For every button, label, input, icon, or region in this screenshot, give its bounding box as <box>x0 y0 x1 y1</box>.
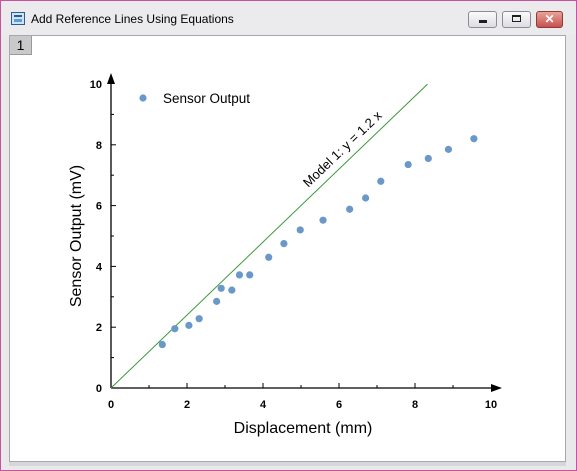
y-tick-label: 10 <box>90 79 102 91</box>
data-point <box>280 240 288 248</box>
legend-label: Sensor Output <box>163 91 250 106</box>
x-tick-label: 4 <box>260 399 267 411</box>
data-point <box>228 286 236 294</box>
y-axis-title: Sensor Output (mV) <box>68 165 85 307</box>
graph-page[interactable]: 1 0 2 4 6 8 10 0 2 4 6 8 10 Displacement (mm) Sensor … <box>9 35 566 462</box>
data-point <box>265 253 273 261</box>
window-title: Add Reference Lines Using Equations <box>31 12 234 26</box>
title-bar[interactable]: Add Reference Lines Using Equations ✕ <box>1 1 576 35</box>
close-button[interactable]: ✕ <box>536 11 563 28</box>
y-tick-label: 4 <box>96 261 103 273</box>
minimize-icon <box>479 20 487 23</box>
data-point <box>424 154 432 163</box>
data-point <box>158 340 166 349</box>
maximize-button[interactable] <box>502 11 531 28</box>
data-point <box>171 325 179 333</box>
x-axis-title: Displacement (mm) <box>234 420 373 437</box>
maximize-icon <box>512 15 521 22</box>
window-bottom-strip <box>9 462 566 466</box>
data-point <box>217 284 225 292</box>
y-tick-label: 0 <box>96 383 102 395</box>
x-tick-label: 10 <box>485 399 497 411</box>
y-tick-label: 6 <box>96 201 102 213</box>
data-point <box>346 205 354 213</box>
reference-line <box>110 83 428 389</box>
x-tick-label: 2 <box>184 399 190 411</box>
minimize-button[interactable] <box>468 11 497 28</box>
x-tick-label: 8 <box>412 399 418 411</box>
graph-window-icon <box>11 12 25 25</box>
data-point <box>377 177 385 185</box>
close-icon: ✕ <box>544 12 555 26</box>
data-point <box>213 297 221 305</box>
y-tick-label: 8 <box>96 140 102 152</box>
data-point <box>362 194 370 202</box>
data-point <box>246 271 254 279</box>
data-point <box>319 216 327 224</box>
x-axis-arrow <box>491 384 502 392</box>
scatter-chart: 0 2 4 6 8 10 0 2 4 6 8 10 Displacement (mm) Sensor Ou… <box>68 73 502 437</box>
data-point <box>296 226 304 234</box>
y-axis-arrow <box>107 73 115 84</box>
data-point <box>195 315 203 323</box>
data-point <box>185 321 193 329</box>
x-tick-label: 0 <box>108 399 114 411</box>
data-point <box>404 160 412 169</box>
data-point <box>444 145 453 153</box>
x-tick-label: 6 <box>336 399 342 411</box>
data-point <box>235 271 244 279</box>
y-tick-label: 2 <box>96 322 102 334</box>
layer-tab-1[interactable]: 1 <box>10 36 32 55</box>
data-point <box>470 135 478 143</box>
reference-line-label: Model 1: y = 1.2 x <box>300 108 385 190</box>
legend-marker <box>139 94 147 102</box>
